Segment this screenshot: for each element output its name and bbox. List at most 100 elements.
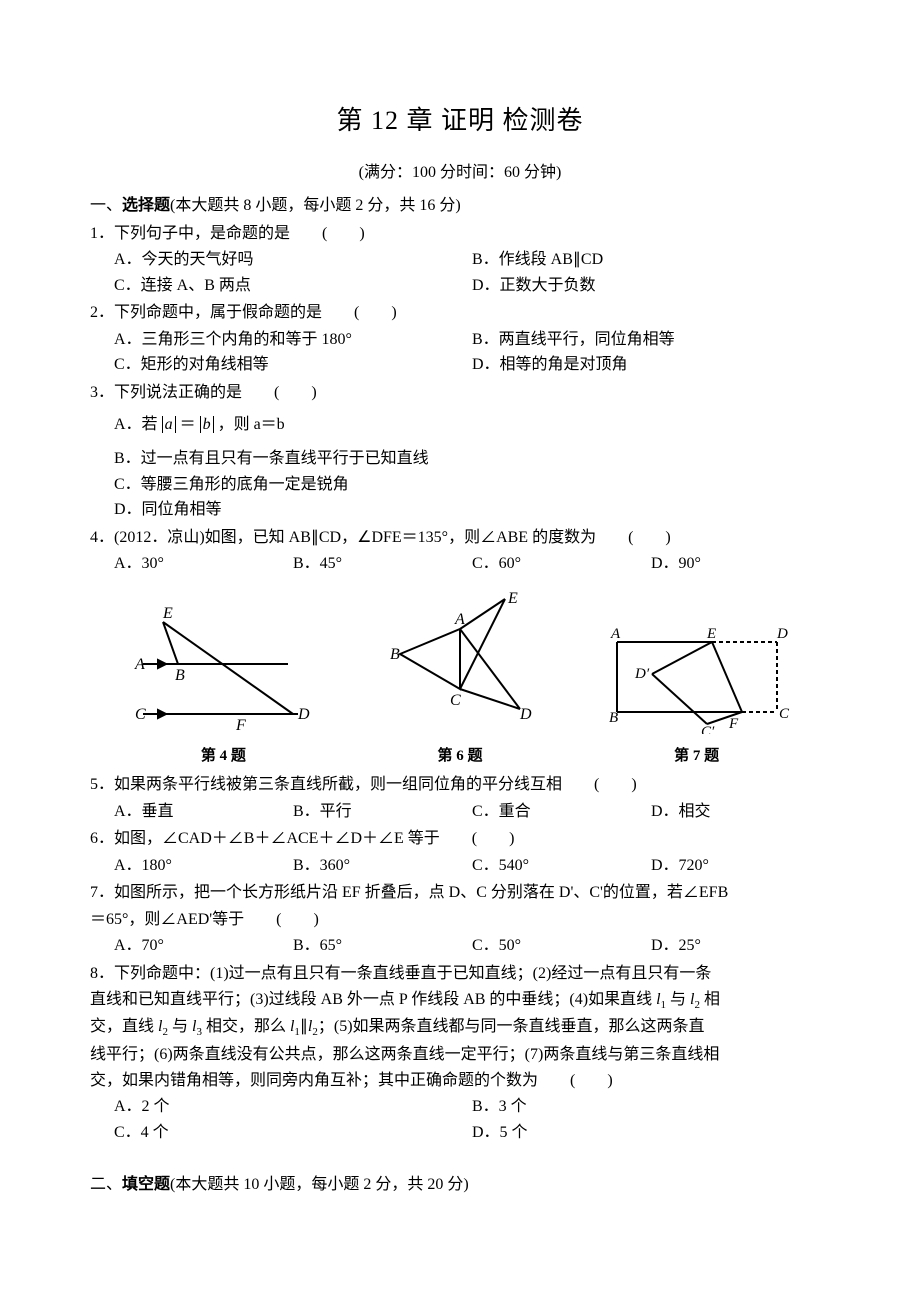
svg-text:F: F <box>235 717 246 734</box>
figure-7-svg: A E D D′ B F C C′ <box>597 624 797 734</box>
question-5: 5．如果两条平行线被第三条直线所截，则一组同位角的平分线互相 ( ) A．垂直 … <box>90 772 830 824</box>
svg-text:D: D <box>297 706 310 723</box>
q8-stem4: 线平行；(6)两条直线没有公共点，那么这两条直线一定平行；(7)两条直线与第三条… <box>90 1042 830 1068</box>
question-4: 4．(2012．凉山)如图，已知 AB∥CD，∠DFE＝135°，则∠ABE 的… <box>90 525 830 577</box>
svg-text:A: A <box>454 611 465 628</box>
question-2: 2．下列命题中，属于假命题的是 ( ) A．三角形三个内角的和等于 180° B… <box>90 300 830 378</box>
q3-opt-b: B．过一点有且只有一条直线平行于已知直线 <box>90 446 830 472</box>
q8-stem2: 直线和已知直线平行；(3)过线段 AB 外一点 P 作线段 AB 的中垂线；(4… <box>90 987 830 1014</box>
svg-text:E: E <box>507 590 518 607</box>
section-1-pre: 一、 <box>90 197 122 214</box>
section-2-bold: 填空题 <box>122 1176 170 1193</box>
svg-text:D′: D′ <box>634 666 650 682</box>
figure-4-svg: E A B C F D <box>123 604 323 734</box>
section-1-heading: 一、选择题(本大题共 8 小题，每小题 2 分，共 16 分) <box>90 193 830 219</box>
svg-text:E: E <box>162 605 173 622</box>
q8-opt-b: B．3 个 <box>472 1094 830 1120</box>
q6-opt-a: A．180° <box>114 853 293 879</box>
q8-stem2-pre: 直线和已知直线平行；(3)过线段 AB 外一点 P 作线段 AB 的中垂线；(4… <box>90 991 656 1008</box>
q7-opt-b: B．65° <box>293 933 472 959</box>
section-1-post: (本大题共 8 小题，每小题 2 分，共 16 分) <box>170 197 461 214</box>
q8-stem3: 交，直线 l2 与 l3 相交，那么 l1∥l2；(5)如果两条直线都与同一条直… <box>90 1014 830 1041</box>
q1-opt-c: C．连接 A、B 两点 <box>114 273 472 299</box>
question-6: 6．如图，∠CAD＋∠B＋∠ACE＋∠D＋∠E 等于 ( ) A．180° B．… <box>90 826 830 878</box>
svg-text:F: F <box>728 716 739 732</box>
svg-text:B: B <box>175 667 185 684</box>
q8-mid2: 相 <box>700 991 720 1008</box>
page-subtitle: (满分：100 分时间：60 分钟) <box>90 160 830 186</box>
figure-7: A E D D′ B F C C′ 第 7 题 <box>597 624 797 769</box>
q5-opt-c: C．重合 <box>472 799 651 825</box>
svg-text:C: C <box>135 706 146 723</box>
q3-opt-c: C．等腰三角形的底角一定是锐角 <box>90 472 830 498</box>
q5-opt-d: D．相交 <box>651 799 830 825</box>
svg-text:A: A <box>134 656 145 673</box>
figure-6: A B C D E 第 6 题 <box>370 589 550 769</box>
q7-opt-a: A．70° <box>114 933 293 959</box>
page-title: 第 12 章 证明 检测卷 <box>90 100 830 142</box>
q8-mid1: 与 <box>666 991 690 1008</box>
q2-opt-b: B．两直线平行，同位角相等 <box>472 327 830 353</box>
q7-stem2: ＝65°，则∠AED'等于 ( ) <box>90 907 830 933</box>
q3-stem: 3．下列说法正确的是 ( ) <box>90 380 830 406</box>
q5-opt-b: B．平行 <box>293 799 472 825</box>
svg-text:C: C <box>450 692 461 709</box>
q8-mid2b: 相交，那么 <box>202 1018 290 1035</box>
q5-stem: 5．如果两条平行线被第三条直线所截，则一组同位角的平分线互相 ( ) <box>90 772 830 798</box>
q4-opt-b: B．45° <box>293 551 472 577</box>
q8-par: ∥ <box>300 1018 308 1035</box>
q2-opt-a: A．三角形三个内角的和等于 180° <box>114 327 472 353</box>
q1-opt-d: D．正数大于负数 <box>472 273 830 299</box>
q2-stem: 2．下列命题中，属于假命题的是 ( ) <box>90 300 830 326</box>
q3-abs-eq: a ＝ b <box>162 416 214 433</box>
question-1: 1．下列句子中，是命题的是 ( ) A．今天的天气好吗 B．作线段 AB∥CD … <box>90 221 830 299</box>
svg-text:D: D <box>776 626 788 642</box>
q4-opt-c: C．60° <box>472 551 651 577</box>
q6-opt-b: B．360° <box>293 853 472 879</box>
section-2-heading: 二、填空题(本大题共 10 小题，每小题 2 分，共 20 分) <box>90 1172 830 1198</box>
q6-opt-d: D．720° <box>651 853 830 879</box>
q6-opt-c: C．540° <box>472 853 651 879</box>
q8-stem3-pre: 交，直线 <box>90 1018 158 1035</box>
q2-opt-d: D．相等的角是对顶角 <box>472 352 830 378</box>
section-2-post: (本大题共 10 小题，每小题 2 分，共 20 分) <box>170 1176 469 1193</box>
q1-opt-b: B．作线段 AB∥CD <box>472 247 830 273</box>
figure-6-svg: A B C D E <box>370 589 550 734</box>
svg-text:A: A <box>610 626 621 642</box>
q4-opt-a: A．30° <box>114 551 293 577</box>
q5-opt-a: A．垂直 <box>114 799 293 825</box>
q8-stem1: 8．下列命题中：(1)过一点有且只有一条直线垂直于已知直线；(2)经过一点有且只… <box>90 961 830 987</box>
figures-row: E A B C F D 第 4 题 A B C D <box>90 589 830 769</box>
q1-stem: 1．下列句子中，是命题的是 ( ) <box>90 221 830 247</box>
q7-opt-c: C．50° <box>472 933 651 959</box>
svg-text:D: D <box>519 706 532 723</box>
question-3: 3．下列说法正确的是 ( ) A．若 a ＝ b ，则 a＝b B．过一点有且只… <box>90 380 830 523</box>
figure-4: E A B C F D 第 4 题 <box>123 604 323 769</box>
q6-stem: 6．如图，∠CAD＋∠B＋∠ACE＋∠D＋∠E 等于 ( ) <box>90 826 830 852</box>
question-7: 7．如图所示，把一个长方形纸片沿 EF 折叠后，点 D、C 分别落在 D'、C'… <box>90 880 830 958</box>
svg-text:B: B <box>390 646 400 663</box>
q8-opt-c: C．4 个 <box>114 1120 472 1146</box>
question-8: 8．下列命题中：(1)过一点有且只有一条直线垂直于已知直线；(2)经过一点有且只… <box>90 961 830 1146</box>
section-2-pre: 二、 <box>90 1176 122 1193</box>
q8-stem5: 交，如果内错角相等，则同旁内角互补；其中正确命题的个数为 ( ) <box>90 1068 830 1094</box>
q8-mid1b: 与 <box>168 1018 192 1035</box>
q7-stem1: 7．如图所示，把一个长方形纸片沿 EF 折叠后，点 D、C 分别落在 D'、C'… <box>90 880 830 906</box>
q1-opt-a: A．今天的天气好吗 <box>114 247 472 273</box>
svg-text:B: B <box>609 710 618 726</box>
figure-4-caption: 第 4 题 <box>123 744 323 768</box>
svg-text:C′: C′ <box>701 724 715 734</box>
q8-stem3-post: ；(5)如果两条直线都与同一条直线垂直，那么这两条直 <box>318 1018 705 1035</box>
q4-opt-d: D．90° <box>651 551 830 577</box>
q7-opt-d: D．25° <box>651 933 830 959</box>
figure-6-caption: 第 6 题 <box>370 744 550 768</box>
section-1-bold: 选择题 <box>122 197 170 214</box>
q3-opt-a-post: ，则 a＝b <box>218 416 285 433</box>
q3-opt-a-pre: A．若 <box>114 416 158 433</box>
q2-opt-c: C．矩形的对角线相等 <box>114 352 472 378</box>
figure-7-caption: 第 7 题 <box>597 744 797 768</box>
q3-opt-d: D．同位角相等 <box>90 497 830 523</box>
q8-opt-a: A．2 个 <box>114 1094 472 1120</box>
svg-text:E: E <box>706 626 716 642</box>
q4-stem: 4．(2012．凉山)如图，已知 AB∥CD，∠DFE＝135°，则∠ABE 的… <box>90 525 830 551</box>
